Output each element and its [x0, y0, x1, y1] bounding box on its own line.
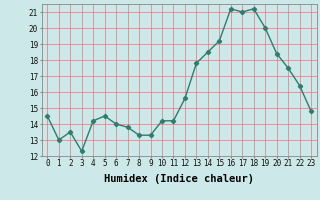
X-axis label: Humidex (Indice chaleur): Humidex (Indice chaleur)	[104, 174, 254, 184]
